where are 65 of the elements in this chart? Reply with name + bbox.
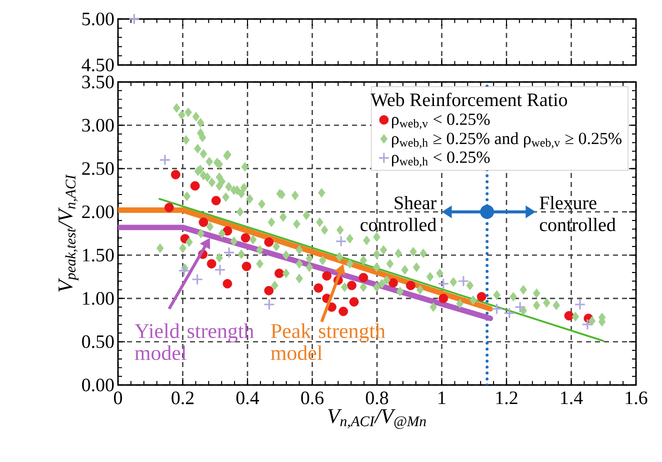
point bbox=[240, 233, 250, 243]
point bbox=[349, 297, 359, 307]
x-tick-label: 0.2 bbox=[172, 392, 194, 404]
y-tick-label: 3.50 bbox=[82, 76, 114, 88]
point bbox=[198, 218, 208, 227]
point bbox=[335, 235, 347, 248]
point bbox=[504, 307, 516, 319]
x-tick-label: 0.8 bbox=[366, 392, 388, 404]
point bbox=[178, 264, 190, 277]
text: Peak strength model bbox=[270, 323, 386, 360]
point bbox=[222, 226, 232, 236]
x-tick-label: 1 bbox=[438, 392, 446, 404]
text: Yield strength model bbox=[134, 323, 254, 360]
point bbox=[190, 181, 200, 191]
point bbox=[358, 272, 368, 282]
point bbox=[159, 154, 171, 166]
point bbox=[490, 303, 503, 315]
point bbox=[438, 294, 448, 304]
legend-label: ρ$_{web,h}$ < 0.25% bbox=[392, 152, 490, 168]
point bbox=[206, 259, 216, 268]
legend-title: Web Reinforcement Ratio bbox=[370, 92, 568, 106]
y-tick-label: 0.50 bbox=[82, 335, 114, 348]
x-axis-title: V$_{n,ACI}$/V$_{@Mn}$ bbox=[328, 409, 426, 429]
x-tick-label: 0.4 bbox=[236, 392, 260, 404]
x-tick-label: 0 bbox=[114, 392, 122, 404]
annotation: Shear controlled bbox=[360, 196, 436, 232]
x-tick-label: 1.4 bbox=[561, 392, 583, 404]
point bbox=[476, 292, 486, 302]
y-tick-label: 5.00 bbox=[82, 12, 114, 26]
point bbox=[222, 279, 232, 288]
y-tick-label: 3.00 bbox=[82, 118, 114, 132]
legend-label: ρ$_{web,h}$ ≥ 0.25% and ρ$_{web,v}$ ≥ 0.25% bbox=[392, 132, 622, 148]
point bbox=[564, 311, 574, 320]
y-tick-label: 1.50 bbox=[83, 248, 114, 262]
point bbox=[164, 202, 174, 212]
y-tick-label: 4.50 bbox=[82, 58, 114, 72]
point bbox=[406, 280, 416, 290]
y-tick-label: 2.50 bbox=[82, 162, 114, 175]
x-tick-label: 0.6 bbox=[301, 392, 324, 404]
y-tick-label: 1.00 bbox=[83, 292, 114, 305]
point bbox=[170, 170, 180, 180]
point bbox=[347, 280, 356, 290]
point bbox=[338, 306, 348, 316]
point bbox=[314, 283, 324, 293]
point bbox=[264, 286, 274, 296]
point bbox=[242, 262, 252, 272]
point bbox=[263, 298, 275, 310]
point bbox=[574, 298, 586, 310]
point bbox=[211, 196, 221, 206]
point bbox=[223, 246, 235, 258]
point bbox=[264, 237, 274, 247]
x-tick-label: 1.6 bbox=[626, 392, 648, 404]
x-tick-label: 1.2 bbox=[496, 392, 518, 404]
point bbox=[214, 264, 226, 276]
point bbox=[192, 274, 204, 286]
y-axis-title: V$_{peak,test}$/V$_{n,ACI}$ bbox=[58, 174, 79, 292]
y-tick-label: 0.00 bbox=[82, 378, 114, 392]
legend-label: ρ$_{web,v}$ < 0.25% bbox=[392, 114, 490, 130]
annotation: Flexure controlled bbox=[540, 196, 616, 232]
point bbox=[322, 271, 332, 281]
point bbox=[438, 278, 450, 290]
point bbox=[388, 278, 398, 288]
point bbox=[458, 275, 470, 287]
y-tick-label: 2.00 bbox=[82, 205, 114, 218]
point bbox=[274, 268, 284, 278]
